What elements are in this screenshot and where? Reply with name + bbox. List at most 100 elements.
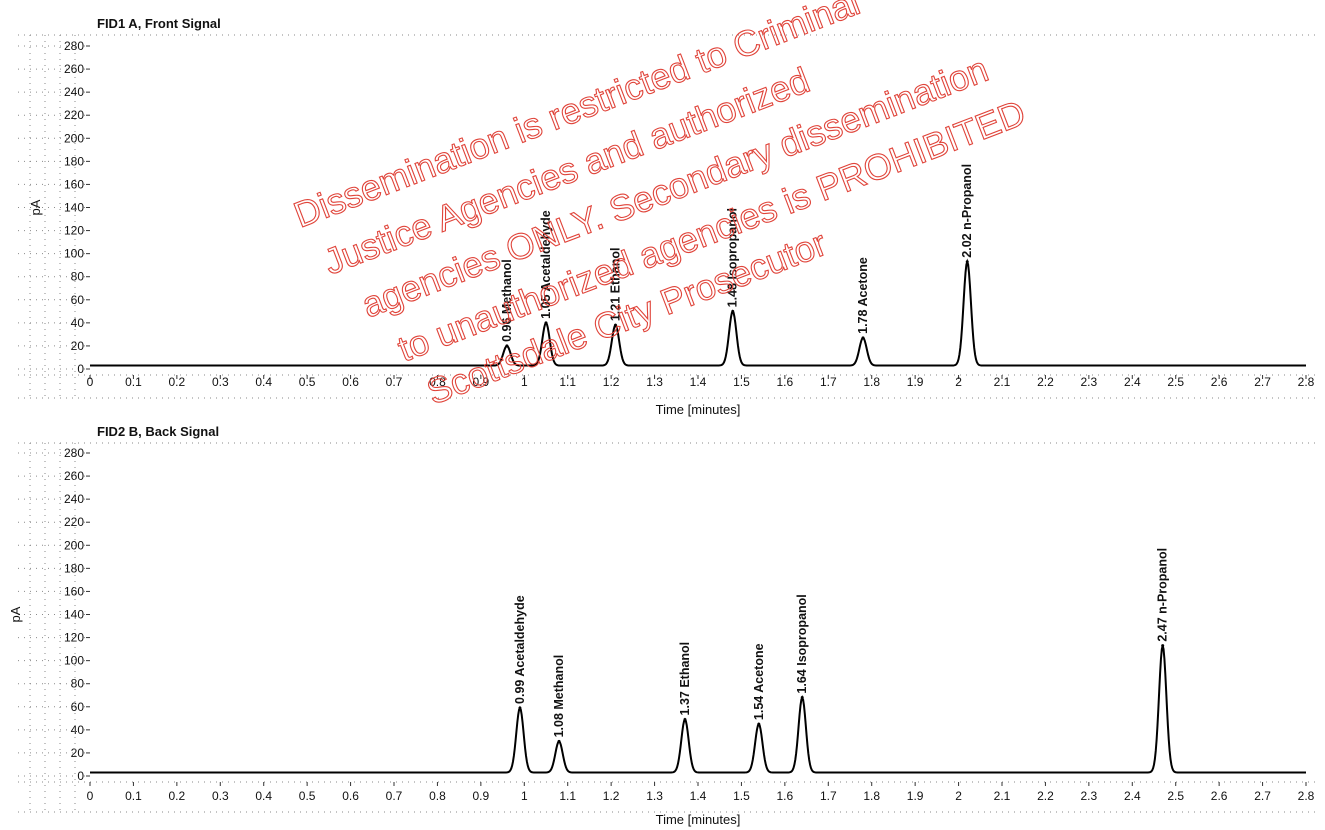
y-axis-label: pA	[8, 606, 23, 622]
x-tick-label: 0.8	[429, 789, 446, 803]
x-tick-label: 1.5	[733, 789, 750, 803]
y-tick-label: 140	[64, 608, 84, 622]
y-tick-label: 40	[71, 723, 85, 737]
chart-title: FID1 A, Front Signal	[97, 16, 221, 31]
x-tick-label: 2.3	[1081, 375, 1098, 389]
x-tick-label: 2	[955, 789, 962, 803]
x-tick-label: 1.7	[820, 375, 837, 389]
y-tick-label: 0	[77, 362, 84, 376]
peak-label: 2.47 n-Propanol	[1156, 548, 1170, 642]
x-tick-label: 2.7	[1254, 375, 1271, 389]
x-tick-label: 1.9	[907, 375, 924, 389]
y-tick-label: 60	[71, 700, 85, 714]
y-tick-label: 180	[64, 561, 84, 575]
y-tick-label: 100	[64, 654, 84, 668]
y-axis-label: pA	[28, 199, 43, 215]
x-tick-label: 2.4	[1124, 789, 1141, 803]
y-tick-label: 220	[64, 108, 84, 122]
y-tick-label: 280	[64, 446, 84, 460]
y-tick-label: 80	[71, 270, 85, 284]
x-tick-label: 0.3	[212, 375, 229, 389]
y-tick-label: 160	[64, 584, 84, 598]
peak-label: 1.78 Acetone	[856, 257, 870, 334]
x-tick-label: 2.5	[1167, 789, 1184, 803]
x-tick-label: 1	[521, 789, 528, 803]
front-signal-panel: FID1 A, Front Signal02040608010012014016…	[18, 16, 1320, 417]
x-tick-label: 2.6	[1211, 789, 1228, 803]
peak-point	[613, 323, 617, 327]
x-tick-label: 1.9	[907, 789, 924, 803]
peak-point	[518, 706, 522, 710]
x-tick-label: 1.4	[690, 789, 707, 803]
peak-label: 0.99 Acetaldehyde	[513, 595, 527, 704]
back-signal-panel: FID2 B, Back Signal020406080100120140160…	[8, 424, 1320, 827]
x-tick-label: 0.4	[255, 375, 272, 389]
y-tick-label: 60	[71, 293, 85, 307]
x-tick-label: 0.9	[473, 789, 490, 803]
signal-trace	[90, 645, 1306, 774]
x-tick-label: 2.8	[1298, 789, 1315, 803]
peak-point	[557, 739, 561, 743]
x-tick-label: 1.3	[646, 789, 663, 803]
x-tick-label: 0.1	[125, 789, 142, 803]
peak-point	[683, 717, 687, 721]
peak-label: 1.48 Isopropanol	[726, 208, 740, 307]
chart-title: FID2 B, Back Signal	[97, 424, 219, 439]
y-tick-label: 200	[64, 538, 84, 552]
y-tick-label: 100	[64, 247, 84, 261]
x-tick-label: 1	[521, 375, 528, 389]
x-tick-label: 1.2	[603, 375, 620, 389]
x-tick-label: 2.2	[1037, 375, 1054, 389]
x-tick-label: 1.6	[777, 375, 794, 389]
y-tick-label: 140	[64, 201, 84, 215]
x-tick-label: 1.7	[820, 789, 837, 803]
x-axis-label: Time [minutes]	[656, 812, 741, 827]
x-tick-label: 0.9	[473, 375, 490, 389]
x-tick-label: 2.3	[1081, 789, 1098, 803]
peak-point	[505, 344, 509, 348]
x-tick-label: 1.4	[690, 375, 707, 389]
y-tick-label: 200	[64, 131, 84, 145]
peak-label: 0.96 Methanol	[500, 259, 514, 342]
x-tick-label: 0.7	[386, 375, 403, 389]
peak-point	[731, 309, 735, 313]
peak-point	[757, 722, 761, 726]
x-tick-label: 0.3	[212, 789, 229, 803]
y-tick-label: 220	[64, 515, 84, 529]
peak-point	[544, 321, 548, 325]
y-tick-label: 120	[64, 224, 84, 238]
x-tick-label: 0	[87, 789, 94, 803]
y-tick-label: 0	[77, 769, 84, 783]
y-tick-label: 20	[71, 746, 85, 760]
x-tick-label: 0.1	[125, 375, 142, 389]
y-tick-label: 240	[64, 492, 84, 506]
peak-point	[965, 260, 969, 264]
x-tick-label: 1.1	[559, 375, 576, 389]
x-tick-label: 1.8	[863, 789, 880, 803]
x-tick-label: 2.5	[1167, 375, 1184, 389]
peak-label: 1.64 Isopropanol	[795, 594, 809, 693]
x-tick-label: 1.3	[646, 375, 663, 389]
y-tick-label: 120	[64, 631, 84, 645]
y-tick-label: 80	[71, 677, 85, 691]
x-tick-label: 2.8	[1298, 375, 1315, 389]
x-tick-label: 2.7	[1254, 789, 1271, 803]
x-tick-label: 1.6	[777, 789, 794, 803]
signal-trace	[90, 258, 1306, 367]
x-tick-label: 0.2	[169, 375, 186, 389]
x-tick-label: 2.2	[1037, 789, 1054, 803]
peak-label: 1.54 Acetone	[752, 643, 766, 720]
y-tick-label: 280	[64, 39, 84, 53]
x-tick-label: 2.1	[994, 789, 1011, 803]
x-tick-label: 0.6	[342, 789, 359, 803]
y-tick-label: 160	[64, 177, 84, 191]
peak-label: 1.05 Acetaldehyde	[539, 210, 553, 319]
x-tick-label: 0.5	[299, 375, 316, 389]
x-tick-label: 2.1	[994, 375, 1011, 389]
x-tick-label: 2.4	[1124, 375, 1141, 389]
x-axis-label: Time [minutes]	[656, 402, 741, 417]
peak-point	[1161, 644, 1165, 648]
y-tick-label: 260	[64, 469, 84, 483]
x-tick-label: 0.7	[386, 789, 403, 803]
